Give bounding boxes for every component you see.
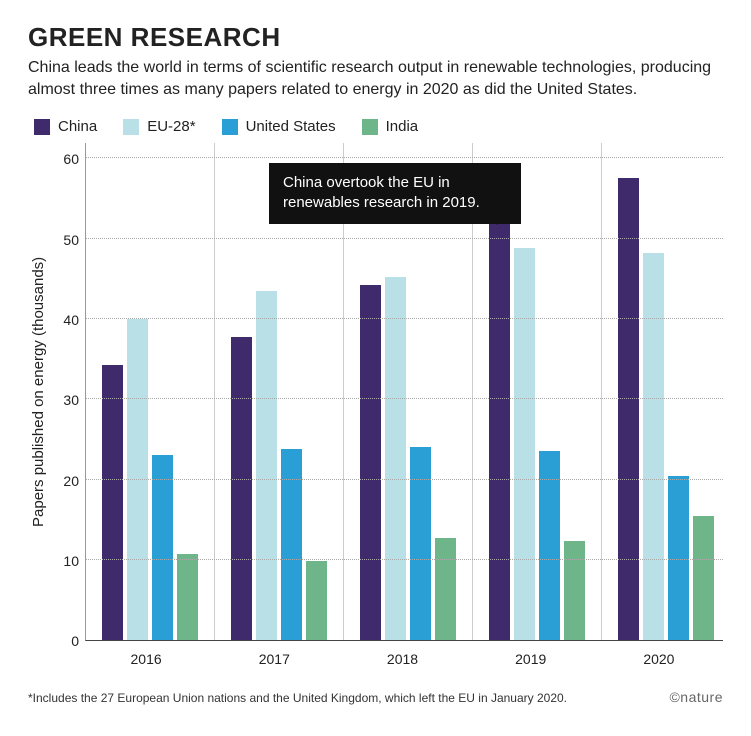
x-tick-label: 2019	[467, 641, 595, 667]
x-tick-label: 2018	[338, 641, 466, 667]
bar	[102, 365, 123, 640]
bar	[360, 285, 381, 640]
x-tick-label: 2016	[82, 641, 210, 667]
legend-label: EU-28*	[147, 118, 195, 135]
bar	[385, 277, 406, 640]
legend-label: China	[58, 118, 97, 135]
legend-swatch-india	[362, 119, 378, 135]
bar	[435, 538, 456, 640]
chart-area: Papers published on energy (thousands) 0…	[28, 143, 723, 641]
bar	[177, 554, 198, 640]
bar	[539, 451, 560, 640]
x-tick-label: 2017	[210, 641, 338, 667]
gridline	[86, 479, 723, 480]
bar-group	[602, 143, 730, 640]
y-tick-label: 50	[63, 232, 79, 248]
gridline	[86, 559, 723, 560]
footer: *Includes the 27 European Union nations …	[28, 689, 723, 705]
y-tick-label: 60	[63, 151, 79, 167]
bar	[152, 455, 173, 640]
plot-area: China overtook the EU in renewables rese…	[85, 143, 723, 641]
callout-box: China overtook the EU in renewables rese…	[269, 163, 521, 224]
chart-subtitle: China leads the world in terms of scient…	[28, 57, 723, 100]
bar	[306, 561, 327, 641]
y-tick-label: 10	[63, 553, 79, 569]
bar	[127, 319, 148, 640]
legend-item: United States	[222, 118, 336, 135]
legend-label: India	[386, 118, 419, 135]
y-tick-label: 30	[63, 392, 79, 408]
y-tick-label: 20	[63, 473, 79, 489]
credit: ©nature	[669, 689, 723, 705]
legend-item: China	[34, 118, 97, 135]
legend-swatch-china	[34, 119, 50, 135]
bar	[410, 447, 431, 640]
y-axis-label: Papers published on energy (thousands)	[28, 143, 49, 641]
x-tick-label: 2020	[595, 641, 723, 667]
y-tick-label: 0	[71, 633, 79, 649]
bar	[643, 253, 664, 640]
gridline	[86, 318, 723, 319]
bar-group	[86, 143, 215, 640]
legend: China EU-28* United States India	[28, 118, 723, 135]
bar	[514, 248, 535, 640]
legend-item: India	[362, 118, 419, 135]
x-axis: 20162017201820192020	[82, 641, 723, 667]
legend-swatch-us	[222, 119, 238, 135]
gridline	[86, 238, 723, 239]
legend-item: EU-28*	[123, 118, 195, 135]
bar	[564, 541, 585, 641]
y-axis: 0102030405060	[49, 143, 85, 641]
bar	[693, 516, 714, 641]
legend-swatch-eu28	[123, 119, 139, 135]
bar	[231, 337, 252, 641]
bar	[256, 291, 277, 640]
gridline	[86, 157, 723, 158]
gridline	[86, 398, 723, 399]
bar	[489, 190, 510, 641]
legend-label: United States	[246, 118, 336, 135]
y-tick-label: 40	[63, 312, 79, 328]
chart-title: GREEN RESEARCH	[28, 22, 723, 53]
bar	[618, 178, 639, 641]
footnote: *Includes the 27 European Union nations …	[28, 691, 567, 705]
